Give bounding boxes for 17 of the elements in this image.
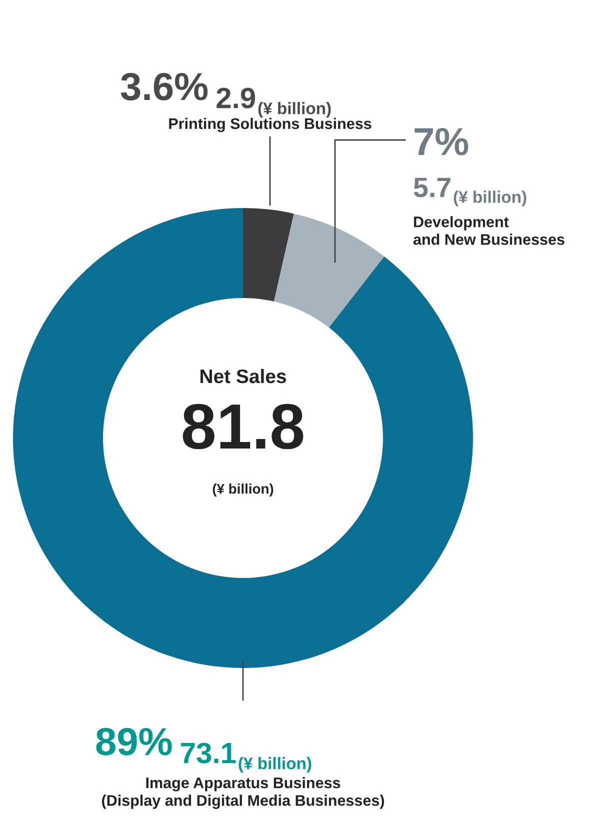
data-label: 73.1 [181,742,236,764]
data-label: 2.9 [216,88,256,108]
text: Net Sales [200,368,286,384]
text: (¥ billion) [454,190,526,206]
text: 7% [414,128,468,156]
text: 3.6% [120,72,208,100]
text: (¥ billion) [238,757,312,773]
text: 89% [96,728,172,756]
text: (¥ billion) [258,102,331,118]
slice-label: Printing Solutions Business [169,118,372,132]
slice-label: Development and New Businesses [413,216,564,245]
donut-slice [274,214,384,328]
data-label: 5.7 [414,178,450,198]
slice-label: Image Apparatus Business (Display and Digital Media Businesses) [102,777,384,809]
text: (¥ billion) [212,484,274,496]
text: 81.8 [182,404,304,450]
donut-slice [243,208,294,302]
